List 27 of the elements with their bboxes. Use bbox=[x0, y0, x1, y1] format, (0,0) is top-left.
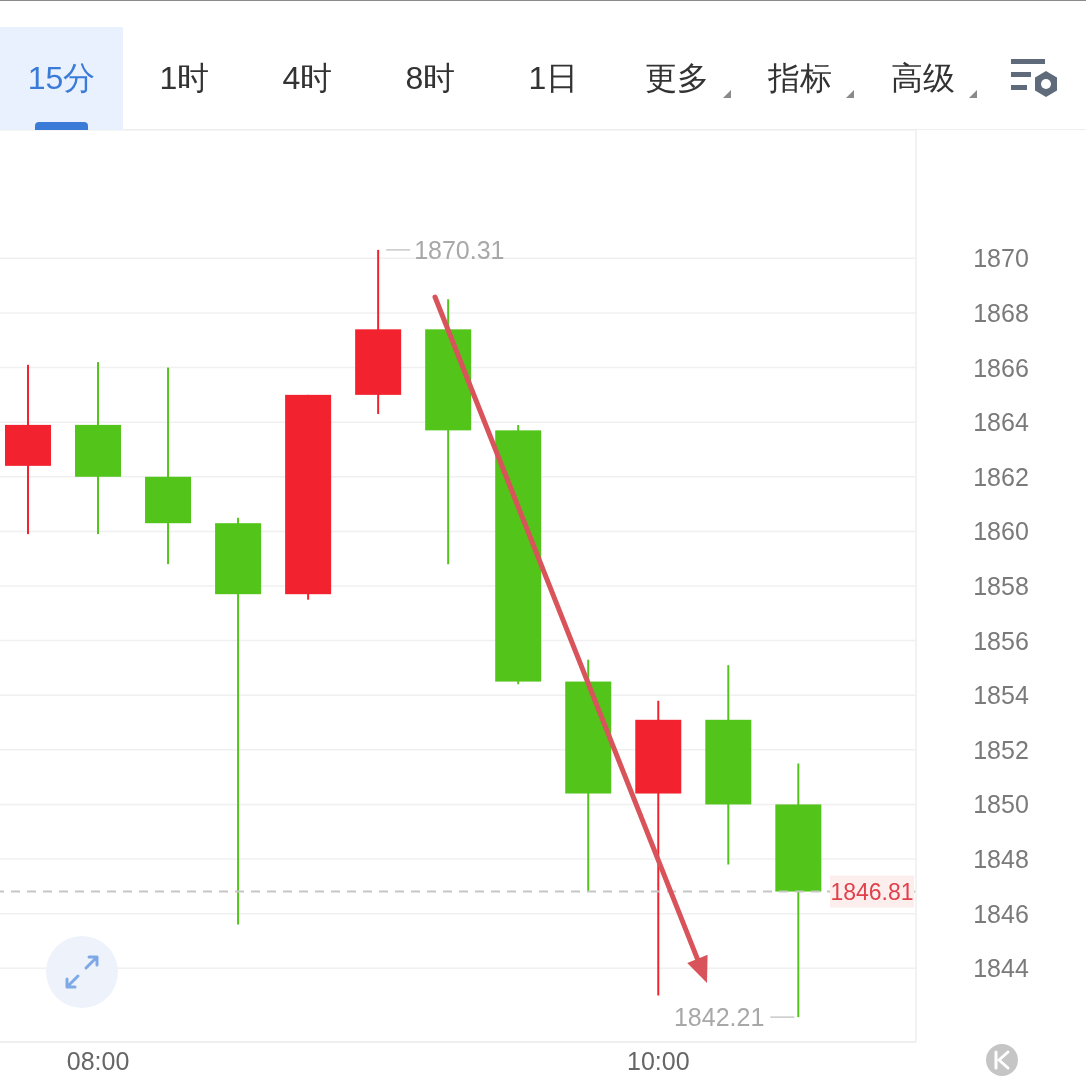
text: 8时 bbox=[405, 58, 456, 98]
text: 指标 bbox=[767, 58, 832, 98]
y-tick-label: 1864 bbox=[973, 408, 1029, 437]
y-tick-label: 1852 bbox=[973, 735, 1029, 764]
ref-line-label: 1846.81 bbox=[830, 878, 914, 905]
y-tick-label: 1850 bbox=[973, 790, 1029, 819]
x-tick-label: 08:00 bbox=[66, 1047, 130, 1075]
annotation: 1842.21 bbox=[673, 1003, 765, 1032]
text: 4时 bbox=[282, 58, 333, 98]
y-tick-label: 1866 bbox=[973, 353, 1029, 382]
y-tick-label: 1868 bbox=[973, 298, 1029, 327]
text: 高级 bbox=[890, 58, 955, 98]
text: 1时 bbox=[159, 58, 210, 98]
annotation: 1870.31 bbox=[414, 235, 505, 264]
text: 更多 bbox=[644, 58, 709, 98]
y-tick-label: 1858 bbox=[973, 572, 1029, 600]
y-tick-label: 1848 bbox=[973, 845, 1029, 874]
y-tick-label: 1846 bbox=[973, 899, 1029, 928]
y-tick-label: 1854 bbox=[973, 681, 1029, 710]
y-tick-label: 1856 bbox=[973, 626, 1029, 655]
text: 1日 bbox=[528, 58, 579, 98]
y-tick-label: 1860 bbox=[973, 517, 1029, 546]
text: 15分 bbox=[27, 58, 96, 98]
y-tick-label: 1862 bbox=[973, 462, 1029, 491]
y-tick-label: 1870 bbox=[973, 244, 1029, 273]
y-tick-label: 1844 bbox=[973, 954, 1029, 983]
x-tick-label: 10:00 bbox=[627, 1047, 690, 1075]
